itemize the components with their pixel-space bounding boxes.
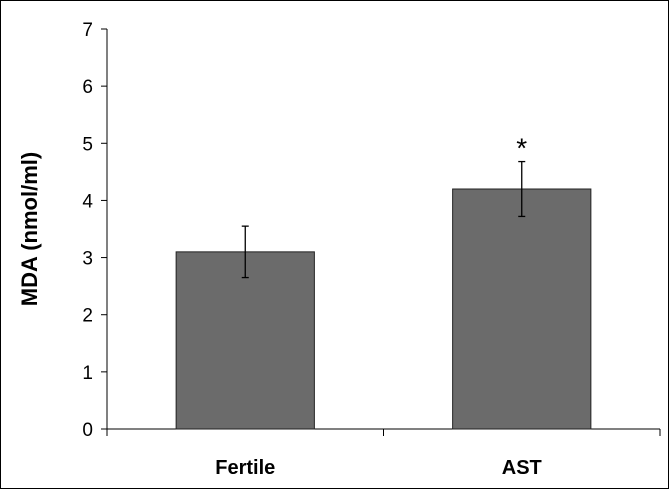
y-tick-label: 5	[82, 134, 93, 155]
y-tick-label: 7	[82, 20, 93, 41]
y-tick-label: 3	[82, 249, 93, 270]
x-category-label: Fertile	[215, 457, 275, 479]
significance-marker: *	[516, 133, 527, 164]
x-category-label: AST	[502, 457, 542, 479]
error-bars	[241, 160, 526, 279]
y-tick-label: 4	[82, 191, 93, 212]
y-tick-label: 2	[82, 306, 93, 327]
y-tick-label: 1	[82, 363, 93, 384]
y-tick-label: 0	[82, 420, 93, 441]
bars	[175, 188, 592, 430]
x-ticks: Fertile AST	[106, 429, 661, 479]
y-ticks: 0 1 2 3 4 5 6 7	[82, 20, 107, 441]
bar-ast	[452, 188, 592, 430]
y-axis-title: MDA (nmol/ml)	[17, 152, 42, 306]
annotations: *	[516, 133, 527, 164]
y-tick-label: 6	[82, 77, 93, 98]
bar-fertile	[175, 251, 315, 430]
error-bar	[241, 225, 249, 279]
error-bar	[518, 160, 526, 218]
